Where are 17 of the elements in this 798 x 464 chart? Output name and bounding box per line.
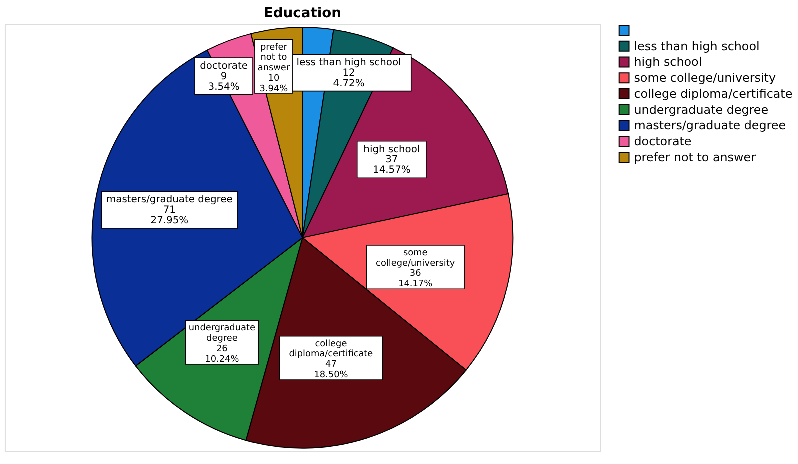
legend-label: college diploma/certificate xyxy=(634,86,793,101)
data-label: undergraduate degree 26 10.24% xyxy=(188,324,256,365)
chart-title: Education xyxy=(264,6,342,22)
data-label: some college/university 36 14.17% xyxy=(376,248,456,290)
data-label: less than high school 12 4.72% xyxy=(296,57,402,90)
legend-label: high school xyxy=(634,55,702,70)
legend-label: prefer not to answer xyxy=(634,150,756,165)
data-label: college diploma/certificate 47 18.50% xyxy=(289,339,374,381)
data-label: doctorate 9 3.54% xyxy=(200,60,248,93)
legend-label: doctorate xyxy=(634,134,692,149)
data-label: prefer not to answer 10 3.94% xyxy=(258,42,290,95)
data-label: high school 37 14.57% xyxy=(364,144,420,176)
legend-label: some college/university xyxy=(634,71,776,86)
legend-label: less than high school xyxy=(634,39,760,54)
legend-label: masters/graduate degree xyxy=(634,118,786,133)
legend-label: undergraduate degree xyxy=(634,102,769,117)
data-label: masters/graduate degree 71 27.95% xyxy=(106,194,233,226)
